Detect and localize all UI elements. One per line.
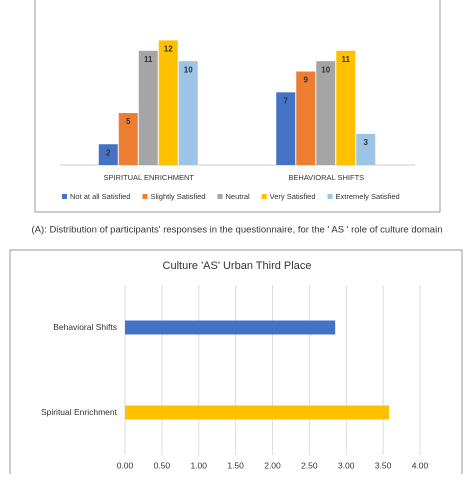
y-tick-label: Spiritual Enrichment [41, 407, 118, 417]
value-label: 9 [304, 76, 309, 85]
value-label: 10 [321, 65, 330, 74]
value-label: 11 [342, 55, 351, 64]
value-label: 12 [164, 44, 173, 53]
x-tick-label: 1.00 [190, 460, 207, 470]
x-tick-label: 4.00 [412, 460, 429, 470]
x-tick-label: 2.50 [301, 460, 318, 470]
bar [138, 50, 158, 166]
value-label: 11 [144, 55, 153, 64]
legend-label: Neutral [225, 192, 250, 201]
legend-swatch [62, 194, 67, 199]
legend-swatch [261, 194, 267, 199]
x-tick-label: 3.00 [338, 460, 355, 470]
legend-swatch [142, 194, 148, 199]
bar [125, 405, 390, 420]
x-tick-label: SPIRITUAL ENRICHMENT [103, 173, 194, 182]
bar [356, 133, 376, 165]
legend-label: Not at all Satisfied [70, 192, 130, 201]
bar [336, 50, 356, 166]
bar [125, 320, 336, 335]
legend-swatch [327, 194, 333, 199]
x-tick-label: 2.00 [264, 460, 281, 470]
x-tick-label: BEHAVIORAL SHIFTS [288, 173, 364, 182]
bar [296, 71, 316, 165]
value-label: 3 [364, 138, 369, 147]
top-frame [34, 0, 441, 213]
chart-title: Culture 'AS' Urban Third Place [163, 260, 312, 272]
x-tick-label: 3.50 [375, 460, 392, 470]
x-tick-label: 1.50 [227, 460, 244, 470]
bar [118, 113, 138, 165]
value-label: 7 [284, 96, 289, 105]
legend-label: Very Satisfied [270, 192, 316, 201]
value-label: 2 [106, 148, 111, 157]
bar [158, 40, 178, 166]
bottom-frame [9, 249, 463, 479]
x-tick-label: 0.50 [154, 460, 171, 470]
caption: (A): Distribution of participants' respo… [32, 225, 443, 236]
y-tick-label: Behavioral Shifts [53, 322, 117, 332]
bar [98, 144, 118, 165]
bar [276, 92, 296, 165]
legend-label: Slightly Satisfied [150, 192, 205, 201]
value-label: 10 [184, 65, 193, 74]
value-label: 5 [126, 117, 131, 126]
x-tick-label: 0.00 [117, 460, 134, 470]
bar [178, 61, 198, 165]
bar [316, 61, 336, 165]
legend-swatch [217, 194, 223, 199]
legend-label: Extremely Satisfied [336, 192, 400, 201]
